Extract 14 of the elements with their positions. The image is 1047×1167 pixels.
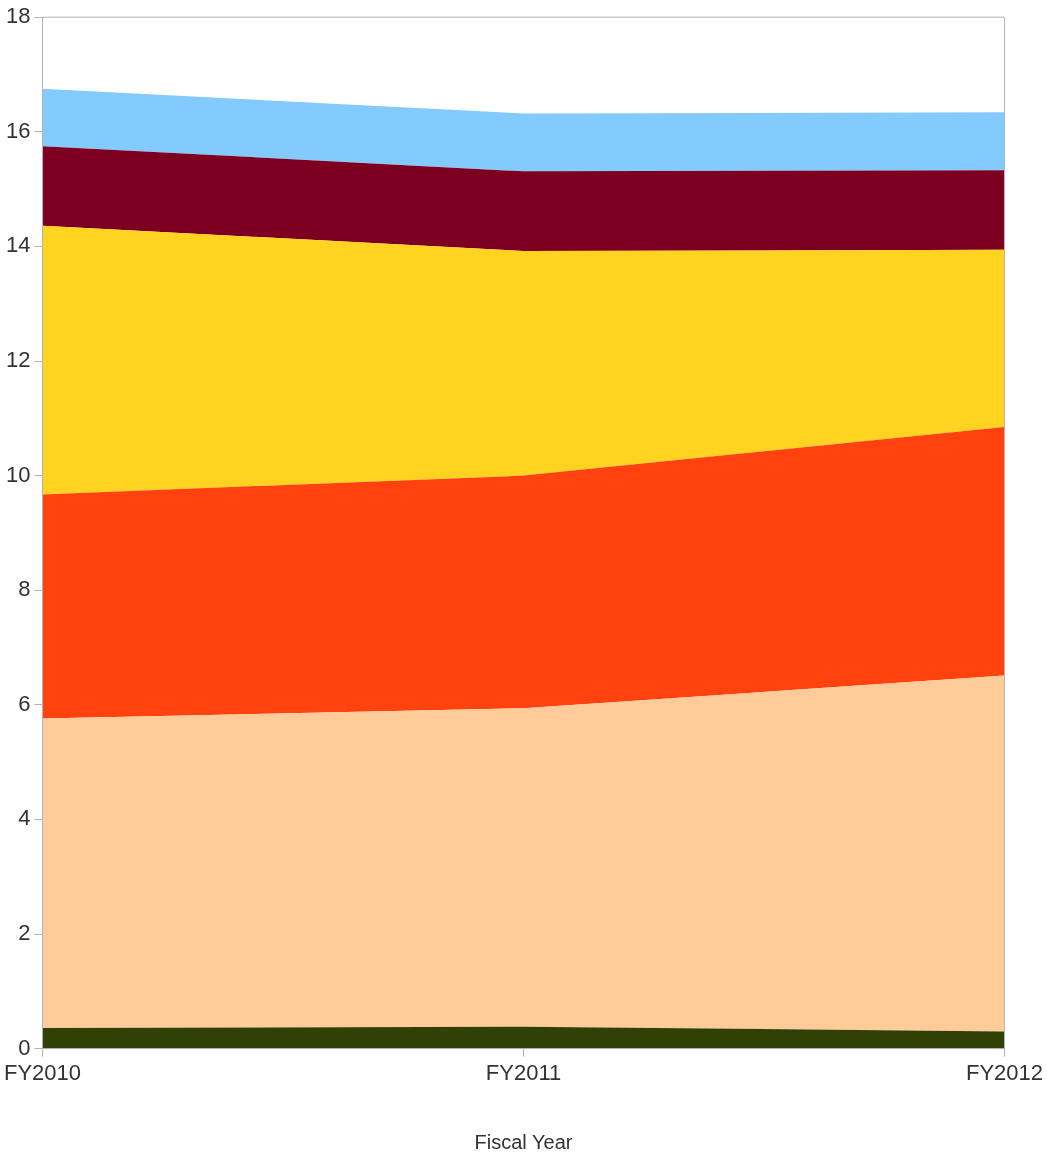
y-tick-label: 4: [18, 805, 31, 831]
y-tick-label: 6: [18, 690, 31, 716]
x-axis-title: Fiscal Year: [474, 1130, 573, 1153]
y-tick-label: 14: [6, 232, 31, 258]
y-tick-label: 8: [18, 576, 31, 602]
y-tick-label: 0: [18, 1034, 31, 1060]
y-tick-label: 16: [6, 117, 31, 143]
x-tick-label: FY2012: [965, 1059, 1043, 1085]
y-tick-label: 10: [6, 461, 31, 487]
y-tick-label: 18: [6, 3, 31, 29]
x-tick-label: FY2011: [485, 1059, 562, 1085]
y-tick-label: 12: [6, 347, 31, 373]
y-tick-label: 2: [18, 920, 31, 946]
x-tick-label: FY2010: [4, 1059, 82, 1085]
